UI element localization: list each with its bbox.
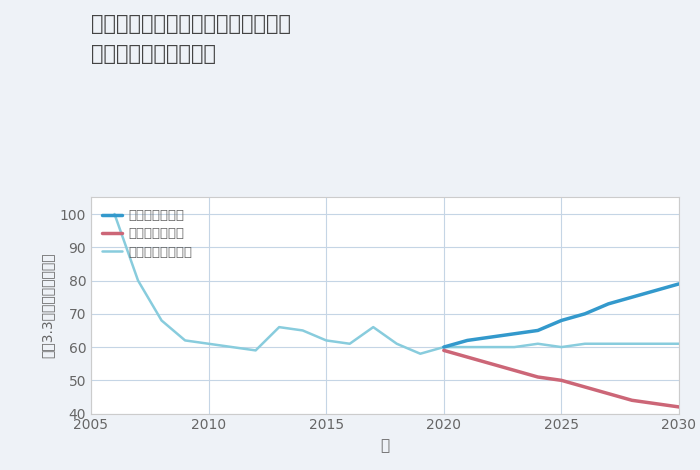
ノーマルシナリオ (158, 318, 166, 323)
バッドシナリオ (604, 391, 612, 397)
ノーマルシナリオ (275, 324, 284, 330)
ノーマルシナリオ (393, 341, 401, 346)
グッドシナリオ (440, 344, 448, 350)
バッドシナリオ (651, 401, 659, 407)
Line: ノーマルシナリオ: ノーマルシナリオ (115, 214, 679, 354)
ノーマルシナリオ (111, 211, 119, 217)
ノーマルシナリオ (557, 344, 566, 350)
ノーマルシナリオ (322, 337, 330, 343)
ノーマルシナリオ (628, 341, 636, 346)
ノーマルシナリオ (416, 351, 424, 357)
バッドシナリオ (440, 348, 448, 353)
バッドシナリオ (581, 384, 589, 390)
ノーマルシナリオ (486, 344, 495, 350)
Line: グッドシナリオ: グッドシナリオ (444, 284, 679, 347)
グッドシナリオ (651, 288, 659, 293)
ノーマルシナリオ (440, 344, 448, 350)
ノーマルシナリオ (298, 328, 307, 333)
ノーマルシナリオ (651, 341, 659, 346)
バッドシナリオ (486, 361, 495, 367)
グッドシナリオ (510, 331, 519, 337)
バッドシナリオ (463, 354, 472, 360)
ノーマルシナリオ (134, 278, 142, 283)
ノーマルシナリオ (251, 348, 260, 353)
バッドシナリオ (675, 404, 683, 410)
グッドシナリオ (533, 328, 542, 333)
グッドシナリオ (675, 281, 683, 287)
ノーマルシナリオ (533, 341, 542, 346)
Text: 福岡県北九州市門司区丸山吉野町の
中古戸建ての価格推移: 福岡県北九州市門司区丸山吉野町の 中古戸建ての価格推移 (91, 14, 291, 64)
グッドシナリオ (486, 334, 495, 340)
Y-axis label: 坪（3.3㎡）単価（万円）: 坪（3.3㎡）単価（万円） (40, 253, 54, 358)
ノーマルシナリオ (369, 324, 377, 330)
グッドシナリオ (581, 311, 589, 317)
Line: バッドシナリオ: バッドシナリオ (444, 351, 679, 407)
グッドシナリオ (557, 318, 566, 323)
Legend: グッドシナリオ, バッドシナリオ, ノーマルシナリオ: グッドシナリオ, バッドシナリオ, ノーマルシナリオ (97, 204, 198, 264)
ノーマルシナリオ (604, 341, 612, 346)
ノーマルシナリオ (510, 344, 519, 350)
ノーマルシナリオ (181, 337, 189, 343)
ノーマルシナリオ (675, 341, 683, 346)
グッドシナリオ (628, 294, 636, 300)
ノーマルシナリオ (463, 344, 472, 350)
グッドシナリオ (604, 301, 612, 306)
X-axis label: 年: 年 (380, 438, 390, 453)
ノーマルシナリオ (346, 341, 354, 346)
バッドシナリオ (510, 368, 519, 373)
バッドシナリオ (557, 377, 566, 383)
ノーマルシナリオ (581, 341, 589, 346)
バッドシナリオ (533, 374, 542, 380)
グッドシナリオ (463, 337, 472, 343)
ノーマルシナリオ (204, 341, 213, 346)
バッドシナリオ (628, 398, 636, 403)
ノーマルシナリオ (228, 344, 237, 350)
